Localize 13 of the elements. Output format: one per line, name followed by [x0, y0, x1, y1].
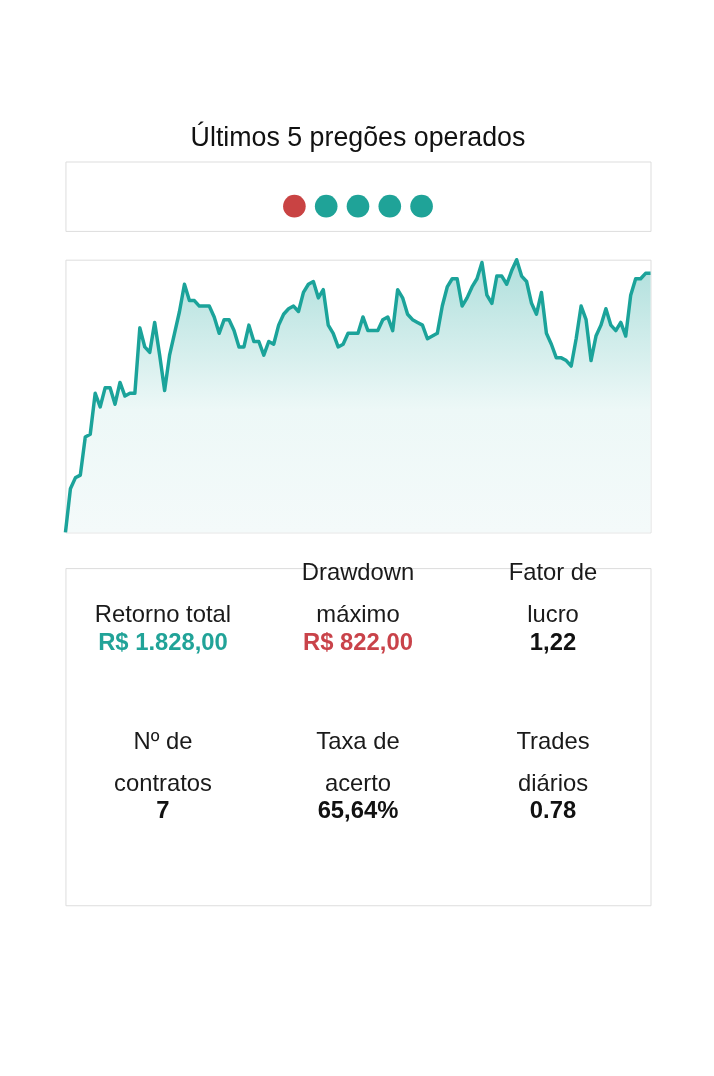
- text: Últimos 5 pregões operados: [190, 120, 526, 152]
- category-label: Retorno total: [94, 600, 232, 628]
- category-label: Fator de lucro: [508, 558, 598, 628]
- text: R$ 822,00: [303, 627, 413, 655]
- text: 65,64%: [317, 796, 399, 824]
- text: 1,22: [529, 627, 577, 655]
- category-label: Taxa de acerto: [316, 727, 400, 796]
- category-label: Drawdown máximo: [301, 558, 415, 628]
- text: R$ 1.828,00: [98, 627, 228, 655]
- category-label: Nº de contratos: [114, 727, 212, 796]
- category-label: Trades diários: [516, 727, 590, 796]
- text: 0.78: [529, 796, 577, 824]
- text: 7: [156, 796, 170, 824]
